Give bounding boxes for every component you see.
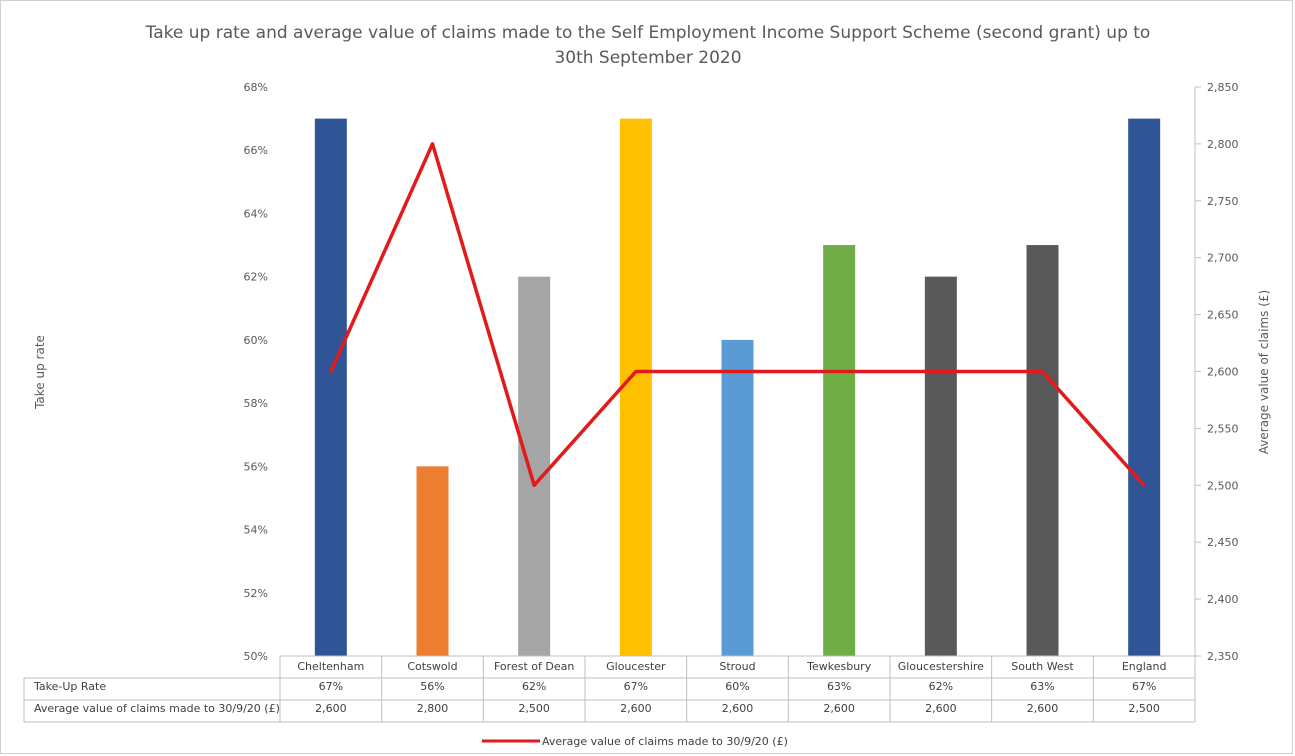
category-label-south-west: South West [1011,660,1074,673]
category-label-forest-of-dean: Forest of Dean [494,660,574,673]
right-tick-label-2400: 2,400 [1207,593,1239,606]
bar-cheltenham [314,118,347,657]
cell-average-value-england: 2,500 [1128,702,1160,715]
cell-take-up-stroud: 60% [725,680,749,693]
bar-england [1128,118,1161,657]
left-tick-label-54: 54% [244,524,268,537]
cell-take-up-forest-of-dean: 62% [522,680,546,693]
left-tick-label-50: 50% [244,650,268,663]
line-point-tewkesbury [837,370,841,373]
right-tick-label-2750: 2,750 [1207,195,1239,208]
cell-take-up-cheltenham: 67% [319,680,343,693]
left-tick-label-60: 60% [244,334,268,347]
left-axis-ticks: 50% 52% 54% 56% 58% 60% 62% 64% 66% 68% [244,81,268,663]
cell-average-value-forest-of-dean: 2,500 [518,702,550,715]
right-tick-label-2800: 2,800 [1207,138,1239,151]
cell-take-up-gloucester: 67% [624,680,648,693]
line-point-forest-of-dean [532,483,536,487]
line-point-gloucestershire [939,370,943,373]
line-point-gloucester [634,370,638,373]
category-label-stroud: Stroud [719,660,755,673]
bar-south-west [1026,245,1059,657]
cell-average-value-cotswold: 2,800 [417,702,449,715]
right-tick-label-2650: 2,650 [1207,309,1239,322]
cell-take-up-tewkesbury: 63% [827,680,851,693]
right-tick-label-2350: 2,350 [1207,650,1239,663]
left-tick-label-68: 68% [244,81,268,94]
chart-title-line-1: Take up rate and average value of claims… [145,23,1151,43]
right-tick-label-2700: 2,700 [1207,252,1239,265]
cell-average-value-tewkesbury: 2,600 [823,702,855,715]
line-point-england [1142,483,1146,487]
right-axis-ticks: 2,350 2,400 2,450 2,500 2,550 2,600 2,650 2,700… [1194,81,1239,663]
bar-gloucestershire [924,276,957,656]
data-table: Cheltenham 67% 2,600 Cotswold 56% 2,800 Forest… [23,655,1196,723]
line-point-cotswold [431,142,434,146]
cell-take-up-south-west: 63% [1030,680,1054,693]
bar-tewkesbury [823,245,856,657]
category-label-england: England [1122,660,1167,673]
right-tick-label-2550: 2,550 [1207,422,1239,435]
line-point-stroud [736,370,739,373]
left-tick-label-62: 62% [244,271,268,284]
left-tick-label-56: 56% [244,460,268,473]
category-label-cheltenham: Cheltenham [297,660,364,673]
cell-take-up-england: 67% [1132,680,1156,693]
category-label-tewkesbury: Tewkesbury [806,660,872,673]
right-tick-label-2500: 2,500 [1207,479,1239,492]
line-point-cheltenham [329,370,333,373]
category-label-gloucestershire: Gloucestershire [898,660,984,673]
cell-average-value-gloucester: 2,600 [620,702,652,715]
line-point-south-west [1041,370,1044,373]
right-tick-label-2450: 2,450 [1207,536,1239,549]
left-tick-label-66: 66% [244,144,268,157]
right-tick-label-2600: 2,600 [1207,366,1239,379]
line-series [329,142,1146,488]
left-tick-label-64: 64% [244,207,268,220]
bar-series [314,118,1161,657]
left-tick-label-52: 52% [244,587,268,600]
left-tick-label-58: 58% [244,397,268,410]
cell-average-value-cheltenham: 2,600 [315,702,347,715]
cell-average-value-stroud: 2,600 [722,702,754,715]
right-tick-label-2850: 2,850 [1207,81,1239,94]
right-axis-label: Average value of claims (£) [1257,290,1271,454]
bar-forest-of-dean [518,276,551,656]
category-label-cotswold: Cotswold [407,660,457,673]
left-axis-label: Take up rate [33,335,47,410]
cell-take-up-gloucestershire: 62% [929,680,953,693]
table-row-header-average-value: Average value of claims made to 30/9/20 … [34,702,280,715]
bar-gloucester [619,118,652,657]
bar-cotswold [416,466,449,656]
bar-stroud [721,339,754,656]
cell-average-value-south-west: 2,600 [1027,702,1059,715]
legend-label: Average value of claims made to 30/9/20 … [542,735,788,748]
cell-take-up-cotswold: 56% [420,680,444,693]
chart-title-line-2: 30th September 2020 [554,48,741,68]
category-label-gloucester: Gloucester [606,660,666,673]
table-row-header-take-up-rate: Take-Up Rate [33,680,106,693]
cell-average-value-gloucestershire: 2,600 [925,702,957,715]
